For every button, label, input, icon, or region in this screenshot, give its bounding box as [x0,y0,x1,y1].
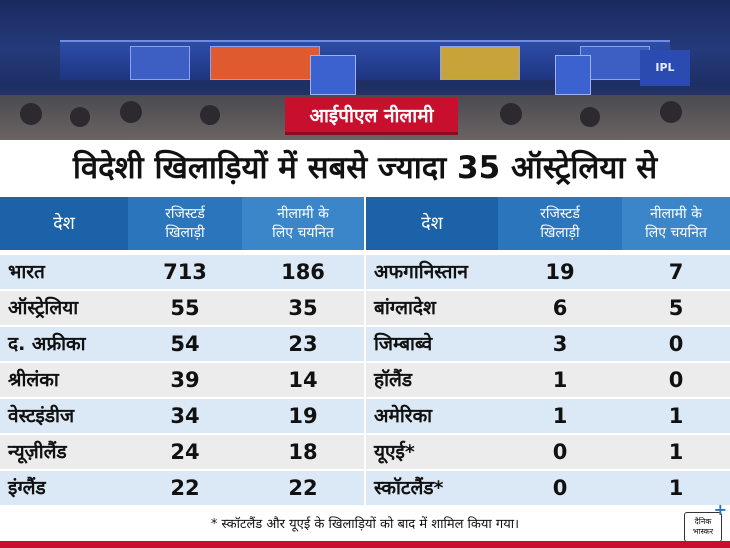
stage-screen [440,46,520,80]
selected-count: 0 [668,332,684,356]
selected-count: 1 [668,476,684,500]
selected-count: 18 [288,440,318,464]
person-head [200,105,220,125]
registered-count: 3 [552,332,568,356]
header-country: देश [366,197,498,250]
country-name: हॉलैंड [374,369,413,391]
header-selected: नीलामी के लिए चयनित [622,197,730,250]
header-registered-line1: रजिस्टर्ड [165,205,205,222]
header-registered-line2: खिलाड़ी [165,224,205,241]
selected-count: 14 [288,368,318,392]
header-selected-line2: लिए चयनित [645,224,707,241]
selected-count: 5 [668,296,684,320]
registered-count: 34 [170,404,200,428]
country-name: यूएई* [374,441,415,463]
registered-count: 0 [552,476,568,500]
header-registered: रजिस्टर्ड खिलाड़ी [498,197,622,250]
registered-count: 713 [163,260,207,284]
table-row: द. अफ्रीका 54 23 जिम्बाब्वे 3 0 [0,327,730,361]
country-name: द. अफ्रीका [8,333,86,355]
selected-count: 0 [668,368,684,392]
country-name: वेस्टइंडीज [8,405,75,427]
selected-count: 23 [288,332,318,356]
table-row: इंग्लैंड 22 22 स्कॉटलैंड* 0 1 [0,471,730,505]
headline: विदेशी खिलाड़ियों में सबसे ज्यादा 35 ऑस्… [0,140,730,196]
country-name: स्कॉटलैंड* [374,477,444,499]
header-selected-line2: लिए चयनित [272,224,334,241]
registered-count: 6 [552,296,568,320]
country-name: ऑस्ट्रेलिया [8,297,79,319]
footnote: * स्कॉटलैंड और यूएई के खिलाड़ियों को बाद… [210,517,520,532]
registered-count: 0 [552,440,568,464]
selected-count: 1 [668,404,684,428]
auction-podium [555,55,591,95]
header-selected-line1: नीलामी के [650,205,702,222]
registered-count: 19 [545,260,575,284]
selected-count: 186 [281,260,325,284]
person-head [580,107,600,127]
country-name: बांग्लादेश [374,297,436,319]
registered-count: 1 [552,368,568,392]
person-head [20,103,42,125]
table-row: भारत 713 186 अफगानिस्तान 19 7 [0,255,730,289]
selected-count: 19 [288,404,318,428]
registered-count: 24 [170,440,200,464]
bottom-accent-bar [0,541,730,548]
selected-count: 22 [288,476,318,500]
stage-screen [210,46,320,80]
table-row: ऑस्ट्रेलिया 55 35 बांग्लादेश 6 5 [0,291,730,325]
plus-icon: + [713,500,727,519]
country-name: इंग्लैंड [8,477,46,499]
header-registered: रजिस्टर्ड खिलाड़ी [128,197,242,250]
country-name: श्रीलंका [8,369,59,391]
country-name: भारत [8,261,45,283]
selected-count: 35 [288,296,318,320]
country-name: अमेरिका [374,405,433,427]
header-registered-line2: खिलाड़ी [540,224,580,241]
auction-podium [310,55,356,95]
country-name: अफगानिस्तान [374,261,468,283]
person-head [500,103,522,125]
publisher-logo: + दैनिक भास्कर [684,502,727,542]
person-head [120,101,142,123]
logo-line1: दैनिक [694,517,712,526]
logo-line2: भास्कर [692,527,714,536]
header-country: देश [0,197,128,250]
person-head [660,101,682,123]
country-name: जिम्बाब्वे [374,333,433,355]
ipl-sign: IPL [640,50,690,86]
topic-tag: आईपीएल नीलामी [285,97,458,135]
selected-count: 1 [668,440,684,464]
registered-count: 54 [170,332,200,356]
header-registered-line1: रजिस्टर्ड [540,205,580,222]
stage-screen [130,46,190,80]
country-name: न्यूज़ीलैंड [8,441,67,463]
registered-count: 1 [552,404,568,428]
table-row: वेस्टइंडीज 34 19 अमेरिका 1 1 [0,399,730,433]
registered-count: 55 [170,296,200,320]
table-row: न्यूज़ीलैंड 24 18 यूएई* 0 1 [0,435,730,469]
registered-count: 39 [170,368,200,392]
table-row: श्रीलंका 39 14 हॉलैंड 1 0 [0,363,730,397]
header-selected: नीलामी के लिए चयनित [242,197,364,250]
person-head [70,107,90,127]
selected-count: 7 [668,260,684,284]
header-selected-line1: नीलामी के [277,205,329,222]
registered-count: 22 [170,476,200,500]
